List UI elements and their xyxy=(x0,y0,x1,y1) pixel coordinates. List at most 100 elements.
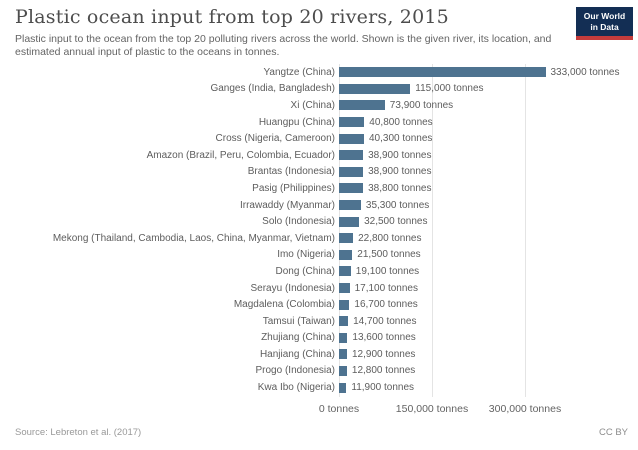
bar-value-label: 40,300 tonnes xyxy=(369,133,433,145)
bar-area: 40,800 tonnes xyxy=(339,117,627,128)
row-label: Huangpu (China) xyxy=(258,116,335,128)
bar-area: 19,100 tonnes xyxy=(339,266,627,277)
chart-subtitle: Plastic input to the ocean from the top … xyxy=(15,33,552,59)
bar-area: 14,700 tonnes xyxy=(339,316,627,327)
bar-value-label: 17,100 tonnes xyxy=(354,282,418,294)
chart-row: Imo (Nigeria) 21,500 tonnes xyxy=(15,247,627,264)
row-label: Solo (Indonesia) xyxy=(262,216,335,228)
bar-value-label: 21,500 tonnes xyxy=(357,249,421,261)
chart-row: Brantas (Indonesia) 38,900 tonnes xyxy=(15,164,627,181)
chart-row: Kwa Ibo (Nigeria) 11,900 tonnes xyxy=(15,379,627,396)
chart-row: Xi (China) 73,900 tonnes xyxy=(15,97,627,114)
row-label: Amazon (Brazil, Peru, Colombia, Ecuador) xyxy=(146,149,335,161)
bar-area: 333,000 tonnes xyxy=(339,67,627,78)
chart-row: Hanjiang (China) 12,900 tonnes xyxy=(15,346,627,363)
row-label: Dong (China) xyxy=(275,265,335,277)
chart-row: Yangtze (China) 333,000 tonnes xyxy=(15,64,627,81)
bar-area: 38,900 tonnes xyxy=(339,166,627,177)
bar-value-label: 14,700 tonnes xyxy=(353,315,417,327)
bar-value-label: 12,800 tonnes xyxy=(351,365,416,377)
bar-area: 13,600 tonnes xyxy=(339,332,627,343)
bar-value-label: 32,500 tonnes xyxy=(364,216,428,228)
chart-row: Dong (China) 19,100 tonnes xyxy=(15,263,627,280)
bar-area: 16,700 tonnes xyxy=(339,299,627,310)
bar-area: 22,800 tonnes xyxy=(339,233,627,244)
gridline xyxy=(525,64,526,397)
bar xyxy=(339,233,354,244)
bar xyxy=(339,365,347,376)
bar xyxy=(339,299,350,310)
chart-row: Irrawaddy (Myanmar) 35,300 tonnes xyxy=(15,197,627,214)
bar-value-label: 38,900 tonnes xyxy=(368,149,432,161)
row-label: Kwa Ibo (Nigeria) xyxy=(257,382,335,394)
bar xyxy=(339,166,364,177)
bar-area: 38,800 tonnes xyxy=(339,183,627,194)
row-label: Hanjiang (China) xyxy=(259,348,335,360)
bar-value-label: 40,800 tonnes xyxy=(369,116,433,128)
bar-area: 73,900 tonnes xyxy=(339,100,627,111)
bar-value-label: 73,900 tonnes xyxy=(389,99,454,111)
chart-row: Serayu (Indonesia) 17,100 tonnes xyxy=(15,280,627,297)
x-axis-tick-label: 0 tonnes xyxy=(318,403,360,415)
bar xyxy=(339,216,360,227)
row-label: Ganges (India, Bangladesh) xyxy=(210,83,335,95)
row-label: Zhujiang (China) xyxy=(261,332,335,344)
bar-area: 12,900 tonnes xyxy=(339,349,627,360)
bar-value-label: 115,000 tonnes xyxy=(415,83,484,95)
chart-footer: Source: Lebreton et al. (2017) CC BY xyxy=(15,427,628,438)
bar-area: 21,500 tonnes xyxy=(339,249,627,260)
row-label: Progo (Indonesia) xyxy=(255,365,336,377)
bar-value-label: 38,900 tonnes xyxy=(368,166,432,178)
bar xyxy=(339,200,361,211)
bar xyxy=(339,332,348,343)
bar-area: 115,000 tonnes xyxy=(339,83,627,94)
bar xyxy=(339,100,385,111)
chart-row: Amazon (Brazil, Peru, Colombia, Ecuador)… xyxy=(15,147,627,164)
license-link[interactable]: CC BY xyxy=(598,427,628,438)
chart-rows: Yangtze (China) 333,000 tonnes Ganges (Ind… xyxy=(15,64,627,396)
bar xyxy=(339,83,411,94)
source-note: Source: Lebreton et al. (2017) xyxy=(15,427,142,438)
chart-row: Zhujiang (China) 13,600 tonnes xyxy=(15,330,627,347)
bar xyxy=(339,67,546,78)
row-label: Brantas (Indonesia) xyxy=(247,166,335,178)
row-label: Pasig (Philippines) xyxy=(252,182,335,194)
row-label: Imo (Nigeria) xyxy=(277,249,335,261)
chart-row: Pasig (Philippines) 38,800 tonnes xyxy=(15,180,627,197)
owid-logo-line2: in Data xyxy=(590,21,619,32)
bar-area: 12,800 tonnes xyxy=(339,365,627,376)
row-label: Magdalena (Colombia) xyxy=(233,299,335,311)
bar xyxy=(339,349,347,360)
bar-area: 32,500 tonnes xyxy=(339,216,627,227)
bar xyxy=(339,316,349,327)
row-label: Yangtze (China) xyxy=(263,66,335,78)
chart-row: Cross (Nigeria, Cameroon) 40,300 tonnes xyxy=(15,130,627,147)
chart-row: Magdalena (Colombia) 16,700 tonnes xyxy=(15,296,627,313)
chart-row: Progo (Indonesia) 12,800 tonnes xyxy=(15,363,627,380)
x-axis-tick-label: 150,000 tonnes xyxy=(395,403,469,415)
bar-area: 40,300 tonnes xyxy=(339,133,627,144)
bar-value-label: 333,000 tonnes xyxy=(550,66,620,78)
bar-value-label: 19,100 tonnes xyxy=(355,265,420,277)
bar-area: 38,900 tonnes xyxy=(339,150,627,161)
owid-logo-line1: Our World xyxy=(583,11,626,22)
bar-value-label: 13,600 tonnes xyxy=(352,332,416,344)
chart-row: Solo (Indonesia) 32,500 tonnes xyxy=(15,213,627,230)
bar-area: 17,100 tonnes xyxy=(339,283,627,294)
chart-row: Tamsui (Taiwan) 14,700 tonnes xyxy=(15,313,627,330)
row-label: Cross (Nigeria, Cameroon) xyxy=(215,133,335,145)
bar xyxy=(339,117,365,128)
bar xyxy=(339,382,347,393)
bar-chart: Yangtze (China) 333,000 tonnes Ganges (Ind… xyxy=(15,64,627,424)
bar-value-label: 12,900 tonnes xyxy=(352,348,416,360)
bar-value-label: 16,700 tonnes xyxy=(354,299,418,311)
gridline xyxy=(339,64,340,397)
bar xyxy=(339,266,351,277)
bar-value-label: 22,800 tonnes xyxy=(358,232,422,244)
chart-row: Ganges (India, Bangladesh) 115,000 tonnes xyxy=(15,81,627,98)
bar xyxy=(339,183,364,194)
bar-value-label: 38,800 tonnes xyxy=(368,182,432,194)
chart-row: Huangpu (China) 40,800 tonnes xyxy=(15,114,627,131)
bar xyxy=(339,249,353,260)
owid-logo[interactable]: Our World in Data xyxy=(576,7,633,40)
